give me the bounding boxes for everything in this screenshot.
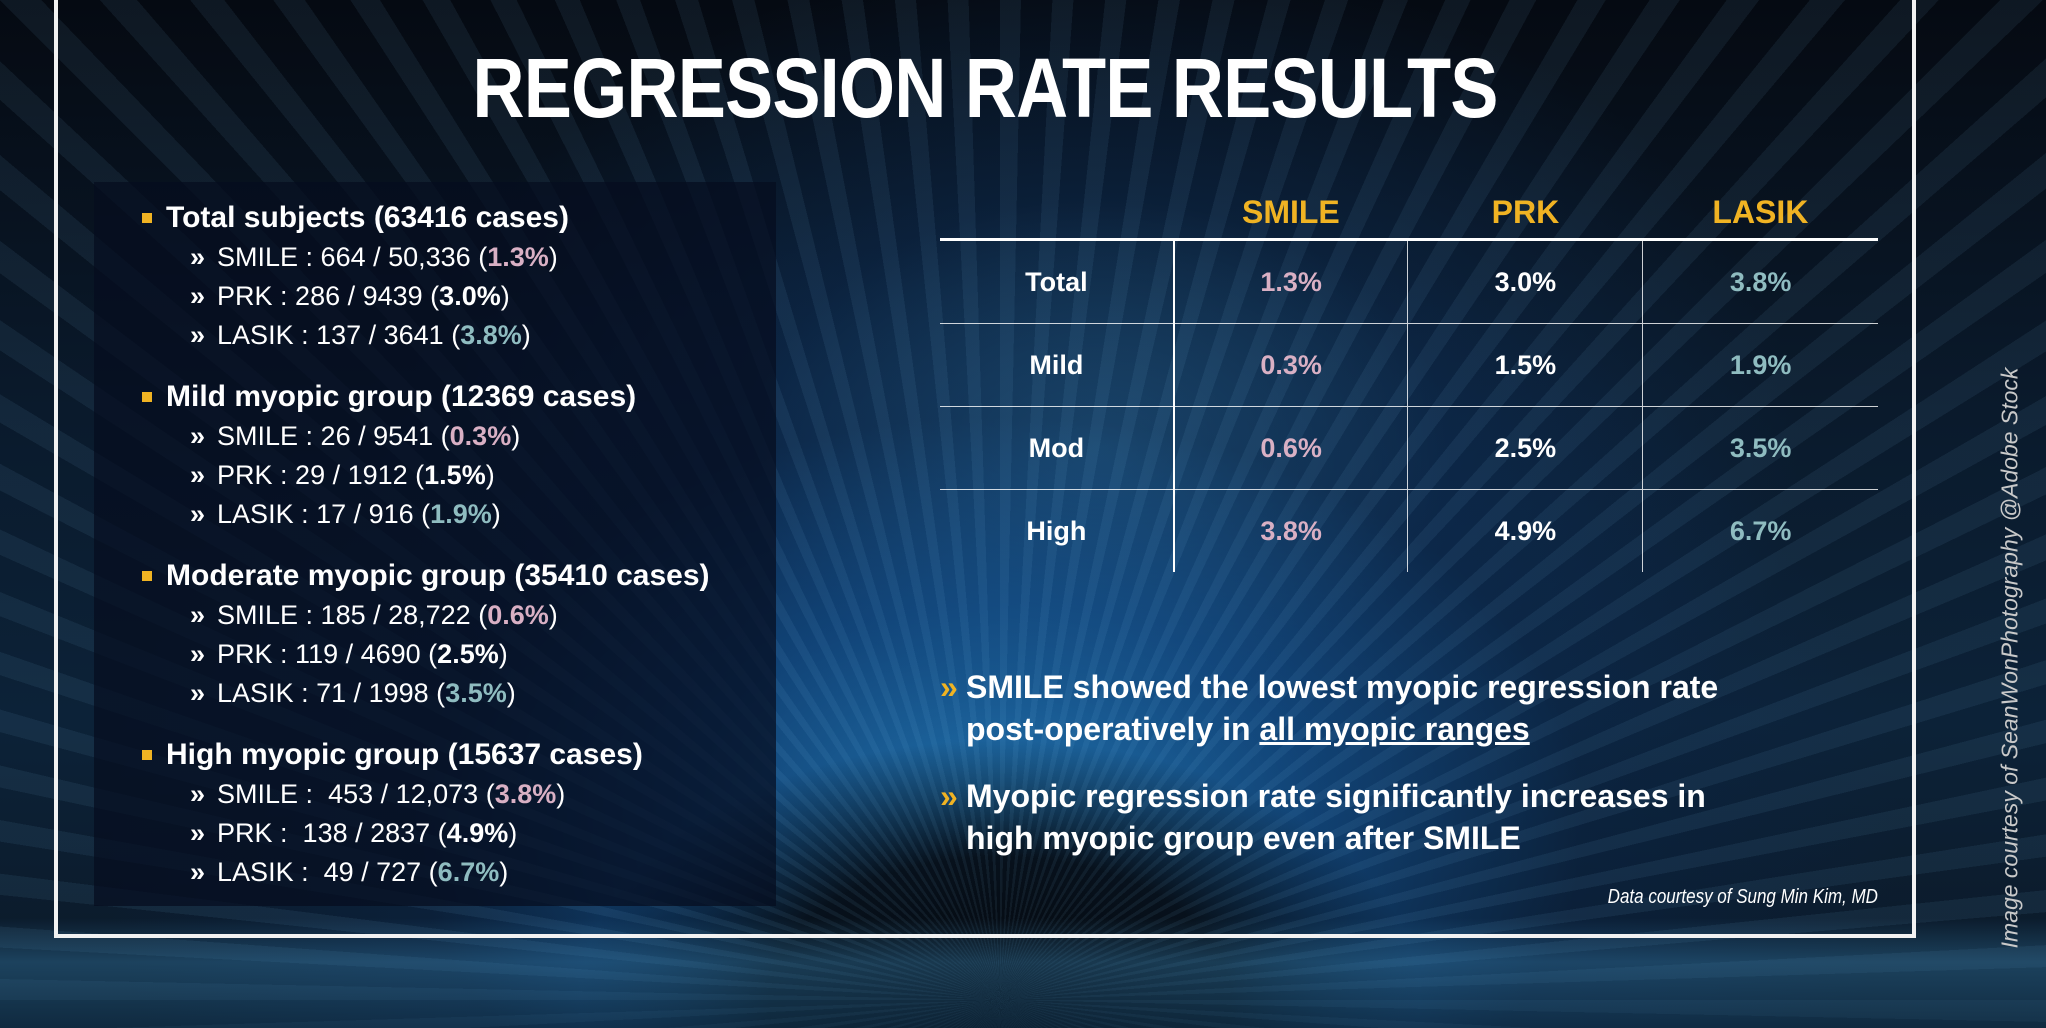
square-bullet-icon [142, 750, 152, 760]
chevron-right-icon: » [190, 639, 206, 669]
cell-prk: 2.5% [1407, 406, 1643, 490]
regression-table: SMILE PRK LASIK Total 1.3% 3.0% 3.8% Mil… [940, 186, 1878, 572]
table-header-smile: SMILE [1173, 186, 1408, 241]
list-item: » SMILE : 185 / 28,722 (0.6%) [190, 600, 558, 630]
cell-lasik: 3.5% [1642, 406, 1878, 490]
list-item: » PRK : 119 / 4690 (2.5%) [190, 639, 508, 669]
cell-lasik: 1.9% [1642, 323, 1878, 407]
group-mild: Mild myopic group (12369 cases) » SMILE :… [142, 377, 636, 534]
chevron-right-icon: » [940, 669, 958, 705]
row-label: Mod [940, 406, 1175, 490]
list-item: » LASIK : 71 / 1998 (3.5%) [190, 678, 516, 708]
row-label: Total [940, 239, 1175, 324]
chevron-right-icon: » [190, 818, 206, 848]
white-frame [54, 0, 1916, 938]
list-item: » PRK : 286 / 9439 (3.0%) [190, 281, 510, 311]
cell-smile: 3.8% [1173, 489, 1408, 572]
page-title: REGRESSION RATE RESULTS [472, 41, 1498, 135]
cell-lasik: 6.7% [1642, 489, 1878, 572]
table-header-blank [940, 186, 1174, 241]
group-high: High myopic group (15637 cases) » SMILE :… [142, 735, 643, 892]
chevron-right-icon: » [190, 779, 206, 809]
table-row: High 3.8% 4.9% 6.7% [940, 489, 1878, 572]
group-moderate: Moderate myopic group (35410 cases) » SMI… [142, 556, 710, 713]
chevron-right-icon: » [190, 857, 206, 887]
cell-smile: 0.6% [1173, 406, 1408, 490]
list-item: » SMILE : 453 / 12,073 (3.8%) [190, 779, 566, 809]
group-heading: High myopic group (15637 cases) [142, 735, 643, 775]
group-heading: Mild myopic group (12369 cases) [142, 377, 636, 417]
table-row: Total 1.3% 3.0% 3.8% [940, 239, 1878, 324]
table-row: Mild 0.3% 1.5% 1.9% [940, 323, 1878, 407]
image-credit: Image courtesy of SeanWonPhotography @Ad… [1996, 367, 2023, 949]
row-label: Mild [940, 323, 1175, 407]
group-heading: Moderate myopic group (35410 cases) [142, 556, 710, 596]
chevron-right-icon: » [190, 460, 206, 490]
group-heading: Total subjects (63416 cases) [142, 198, 569, 238]
finding-note-2: » Myopic regression rate significantly i… [940, 775, 1820, 859]
table-header-row: SMILE PRK LASIK [940, 186, 1878, 241]
square-bullet-icon [142, 213, 152, 223]
table-header-prk: PRK [1407, 186, 1643, 241]
chevron-right-icon: » [190, 600, 206, 630]
list-item: » LASIK : 49 / 727 (6.7%) [190, 857, 509, 887]
data-credit: Data courtesy of Sung Min Kim, MD [1607, 886, 1878, 908]
chevron-right-icon: » [190, 242, 206, 272]
square-bullet-icon [142, 571, 152, 581]
cell-smile: 1.3% [1173, 239, 1408, 324]
chevron-right-icon: » [190, 499, 206, 529]
row-label: High [940, 489, 1175, 572]
list-item: » LASIK : 137 / 3641 (3.8%) [190, 320, 531, 350]
list-item: » PRK : 138 / 2837 (4.9%) [190, 818, 518, 848]
chevron-right-icon: » [190, 281, 206, 311]
group-total: Total subjects (63416 cases) » SMILE : 66… [142, 198, 569, 355]
cell-prk: 1.5% [1407, 323, 1643, 407]
list-item: » SMILE : 664 / 50,336 (1.3%) [190, 242, 558, 272]
cell-prk: 3.0% [1407, 239, 1643, 324]
finding-note-1: » SMILE showed the lowest myopic regress… [940, 666, 1820, 750]
chevron-right-icon: » [190, 320, 206, 350]
cell-smile: 0.3% [1173, 323, 1408, 407]
chevron-right-icon: » [190, 421, 206, 451]
list-item: » SMILE : 26 / 9541 (0.3%) [190, 421, 521, 451]
list-item: » PRK : 29 / 1912 (1.5%) [190, 460, 495, 490]
square-bullet-icon [142, 392, 152, 402]
cell-prk: 4.9% [1407, 489, 1643, 572]
cell-lasik: 3.8% [1642, 239, 1878, 324]
table-row: Mod 0.6% 2.5% 3.5% [940, 406, 1878, 490]
chevron-right-icon: » [940, 778, 958, 814]
cases-panel: Total subjects (63416 cases) » SMILE : 66… [94, 182, 776, 906]
chevron-right-icon: » [190, 678, 206, 708]
list-item: » LASIK : 17 / 916 (1.9%) [190, 499, 501, 529]
table-header-lasik: LASIK [1642, 186, 1878, 241]
